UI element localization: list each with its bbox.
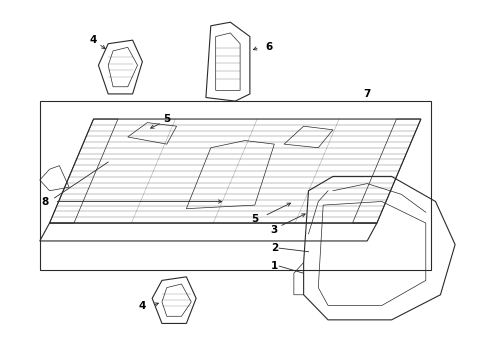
Text: 2: 2 [270,243,278,253]
Text: 6: 6 [266,42,273,52]
Text: 5: 5 [251,215,258,224]
Text: 3: 3 [270,225,278,235]
Text: 4: 4 [139,301,146,311]
Bar [40,101,431,270]
Text: 7: 7 [364,89,371,99]
Text: 1: 1 [270,261,278,271]
Text: 5: 5 [163,114,171,124]
Text: 8: 8 [41,197,49,207]
Text: 4: 4 [90,35,97,45]
